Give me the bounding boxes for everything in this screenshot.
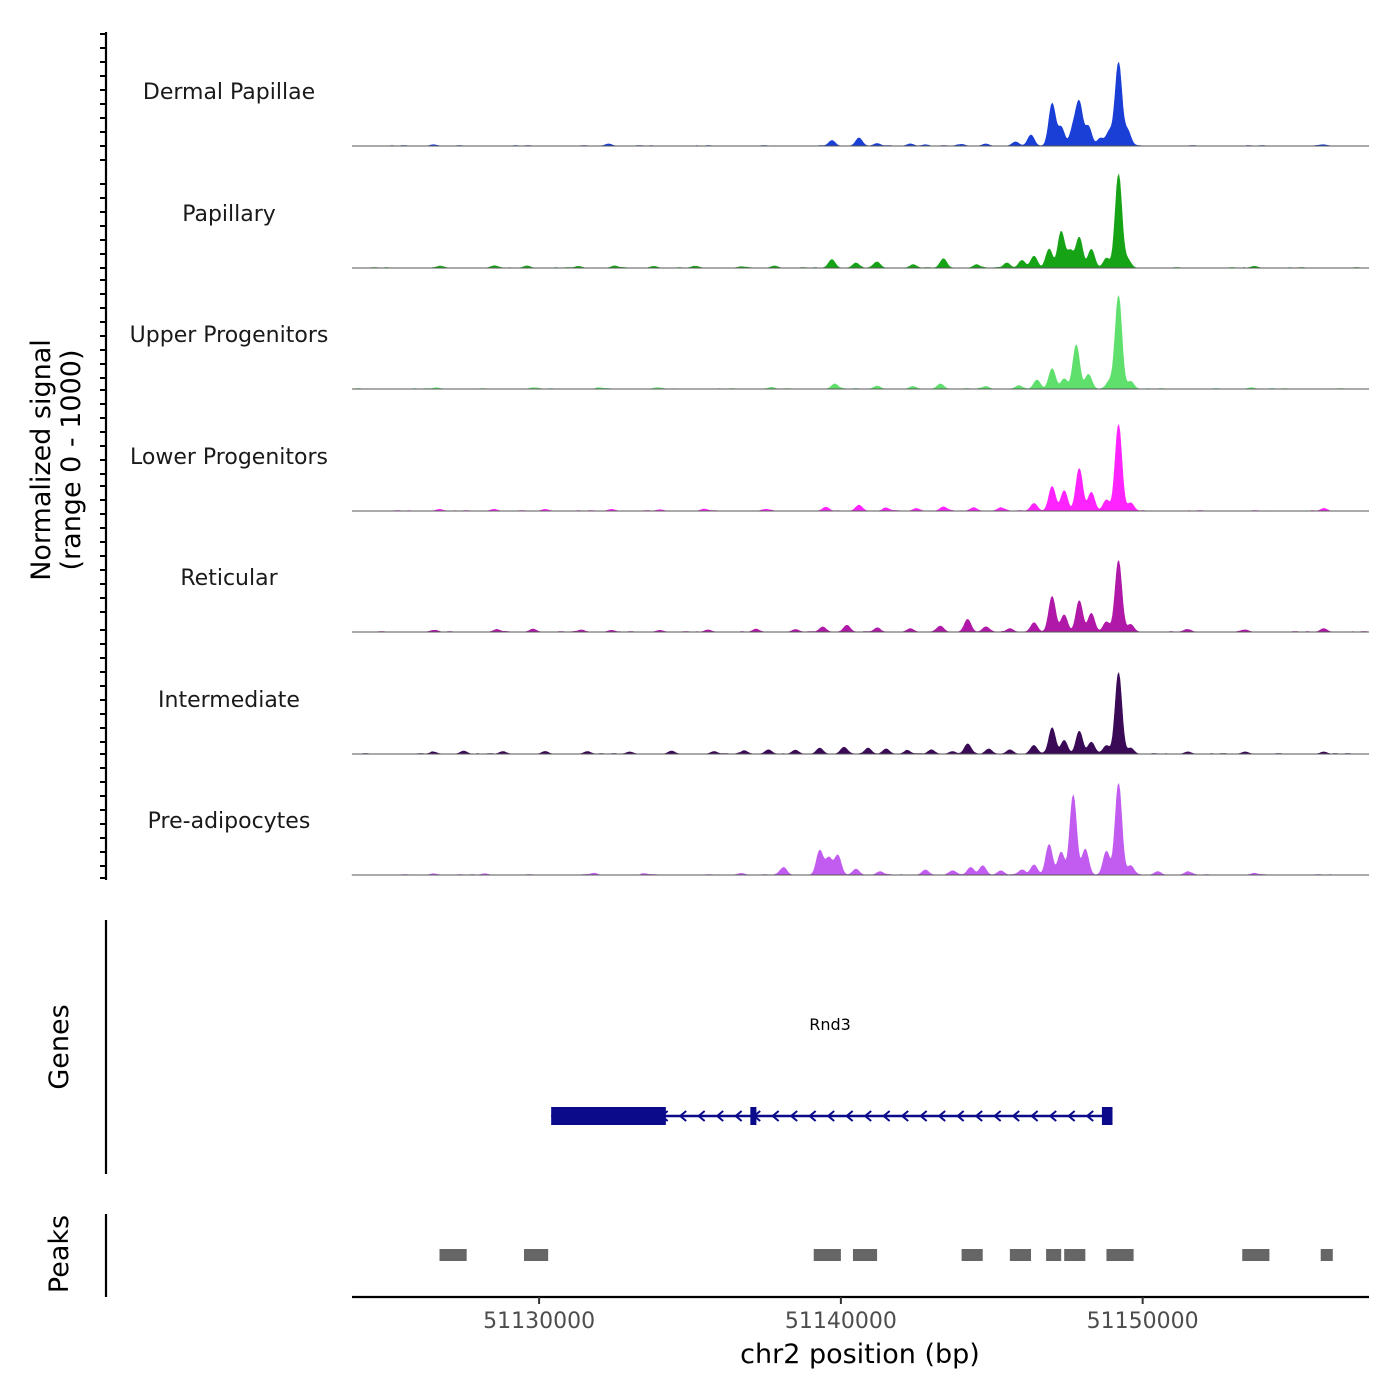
- strand-arrow-21: [956, 1110, 965, 1122]
- strand-arrow-7: [697, 1110, 706, 1122]
- peak-region-6: [1046, 1249, 1062, 1261]
- peak-region-10: [1320, 1249, 1333, 1261]
- strand-arrow-14: [826, 1110, 835, 1122]
- coverage-track-0: [352, 61, 1369, 147]
- coverage-area-2: [351, 294, 1369, 390]
- peak-region-7: [1064, 1249, 1086, 1261]
- x-axis-title: chr2 position (bp): [740, 1339, 980, 1370]
- coverage-track-3: [352, 423, 1369, 512]
- gene-label-rnd3: Rnd3: [809, 1015, 851, 1034]
- gene-exon-0: [551, 1107, 666, 1125]
- strand-arrow-6: [678, 1110, 687, 1122]
- strand-arrow-22: [974, 1110, 983, 1122]
- track-label-intermediate: Intermediate: [158, 688, 300, 713]
- strand-arrow-17: [882, 1110, 891, 1122]
- y-axis-title: Normalized signal: [26, 339, 57, 581]
- coverage-track-4: [352, 560, 1370, 633]
- strand-arrow-13: [808, 1110, 817, 1122]
- track-label-pre-adipocytes: Pre-adipocytes: [148, 809, 311, 834]
- peak-region-3: [852, 1249, 878, 1261]
- strand-arrow-11: [771, 1110, 780, 1122]
- strand-arrow-28: [1085, 1110, 1094, 1122]
- genes-panel-title: Genes: [44, 1004, 75, 1089]
- x-tick-label-2: 51150000: [1087, 1309, 1199, 1334]
- coverage-track-2: [351, 294, 1369, 390]
- strand-arrow-23: [993, 1110, 1002, 1122]
- track-label-dermal-papillae: Dermal Papillae: [143, 80, 315, 105]
- strand-arrow-15: [845, 1110, 854, 1122]
- y-axis-title-line1: Normalized signal: [26, 339, 57, 581]
- strand-arrow-16: [863, 1110, 872, 1122]
- strand-arrow-20: [937, 1110, 946, 1122]
- strand-arrow-24: [1011, 1110, 1020, 1122]
- peak-region-2: [813, 1249, 841, 1261]
- strand-arrow-18: [900, 1110, 909, 1122]
- peaks-panel-title: Peaks: [44, 1215, 75, 1293]
- coverage-area-5: [352, 672, 1369, 755]
- peak-region-4: [961, 1249, 983, 1261]
- gene-exon-1: [750, 1107, 757, 1125]
- coverage-area-1: [352, 173, 1369, 269]
- peak-region-1: [524, 1249, 549, 1261]
- track-label-papillary: Papillary: [182, 202, 276, 227]
- y-axis-subtitle: (range 0 - 1000): [56, 350, 87, 571]
- peak-region-5: [1009, 1249, 1032, 1261]
- track-label-upper-progenitors: Upper Progenitors: [130, 323, 329, 348]
- coverage-area-3: [352, 423, 1369, 512]
- coverage-track-1: [352, 173, 1369, 269]
- strand-arrow-8: [715, 1110, 724, 1122]
- peak-regions: [439, 1249, 1333, 1261]
- coverage-area-4: [352, 560, 1370, 633]
- x-tick-label-0: 51130000: [483, 1309, 595, 1334]
- strand-arrow-9: [734, 1110, 743, 1122]
- coverage-tracks: [351, 61, 1370, 876]
- strand-arrow-26: [1048, 1110, 1057, 1122]
- track-label-lower-progenitors: Lower Progenitors: [130, 445, 328, 470]
- strand-arrow-25: [1030, 1110, 1039, 1122]
- coverage-track-6: [351, 782, 1369, 876]
- peak-region-0: [439, 1249, 467, 1261]
- gene-exon-2: [1101, 1107, 1113, 1125]
- coverage-area-6: [351, 782, 1369, 876]
- strand-arrow-12: [789, 1110, 798, 1122]
- peak-region-8: [1106, 1249, 1134, 1261]
- y-axis-title-line2: (range 0 - 1000): [56, 350, 87, 571]
- strand-arrow-27: [1067, 1110, 1076, 1122]
- track-label-reticular: Reticular: [180, 566, 278, 591]
- peak-region-9: [1242, 1249, 1270, 1261]
- strand-arrow-19: [919, 1110, 928, 1122]
- x-tick-label-1: 51140000: [785, 1309, 897, 1334]
- x-axis-ticks: 51130000 51140000 51150000: [483, 1297, 1199, 1334]
- gene-model-rnd3: [551, 1107, 1113, 1125]
- coverage-y-axis-ticks: [100, 33, 106, 879]
- coverage-track-5: [352, 672, 1369, 755]
- peaks-title: Peaks: [44, 1215, 75, 1293]
- genes-title: Genes: [44, 1004, 75, 1089]
- coverage-area-0: [352, 61, 1369, 147]
